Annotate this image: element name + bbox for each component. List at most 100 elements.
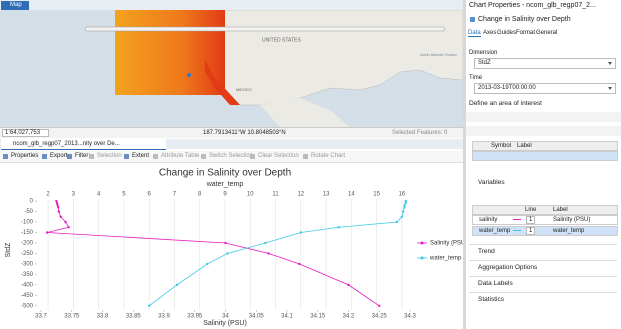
- toolbar-icon: [153, 154, 158, 159]
- variable-field: salinity: [479, 217, 498, 223]
- time-slider[interactable]: [84, 26, 446, 32]
- pane-tab[interactable]: Axes: [483, 30, 497, 36]
- toolbar-icon: [303, 154, 308, 159]
- data-point[interactable]: [404, 199, 407, 203]
- map-scale[interactable]: 1:64,027,753: [2, 129, 50, 137]
- data-point[interactable]: [56, 204, 59, 207]
- toolbar-button[interactable]: Filter:: [75, 153, 90, 159]
- data-point[interactable]: [378, 304, 381, 308]
- x-tick-label: 33.9: [158, 314, 170, 320]
- variables-heading: Variables: [478, 179, 505, 186]
- data-point[interactable]: [55, 199, 58, 203]
- toolbar-button[interactable]: Extent: [132, 153, 150, 159]
- toolbar-button[interactable]: Clear Selection: [258, 153, 299, 159]
- toolbar-button[interactable]: Switch Selection: [209, 153, 254, 159]
- x2-tick-label: 6: [148, 192, 152, 198]
- section-header[interactable]: Data Labels: [478, 280, 513, 287]
- data-point[interactable]: [45, 231, 49, 234]
- toolbar-button[interactable]: Export: [50, 153, 68, 159]
- data-point[interactable]: [401, 210, 405, 213]
- variable-row[interactable]: water_temp 1 water_temp: [472, 226, 618, 236]
- pane-tab[interactable]: Guides: [497, 30, 517, 36]
- y-tick-label: -150: [21, 230, 34, 236]
- data-point[interactable]: [57, 206, 60, 209]
- x2-tick-label: 7: [173, 192, 177, 198]
- column-header: Symbol: [491, 143, 512, 149]
- data-point[interactable]: [67, 226, 70, 229]
- data-point[interactable]: [64, 220, 67, 224]
- x2-tick-label: 5: [122, 192, 126, 198]
- dimension-label: Dimension: [469, 50, 498, 56]
- data-point[interactable]: [147, 304, 151, 308]
- data-point[interactable]: [400, 215, 404, 219]
- x-axis-title: Salinity (PSU): [203, 320, 247, 327]
- legend-label[interactable]: Salinity (PSU): [430, 241, 463, 247]
- data-point[interactable]: [404, 201, 407, 205]
- data-point[interactable]: [226, 252, 229, 255]
- y-tick-label: -300: [21, 262, 34, 268]
- toolbar-button[interactable]: Rotate Chart: [311, 153, 346, 159]
- data-point[interactable]: [264, 241, 267, 245]
- aoi-table-row[interactable]: [472, 151, 618, 161]
- y-tick-label: -350: [21, 272, 34, 278]
- data-point[interactable]: [267, 252, 270, 255]
- toolbar-button[interactable]: Attribute Table: [161, 153, 200, 159]
- dimension-dropdown[interactable]: StdZ: [474, 58, 616, 69]
- x2-tick-label: 14: [348, 192, 355, 198]
- toolbar-icon: [67, 154, 72, 159]
- map-tab-title: Map: [10, 2, 22, 8]
- x-tick-label: 34.2: [343, 314, 355, 320]
- point-of-interest[interactable]: [187, 73, 191, 77]
- section-header[interactable]: Trend: [478, 248, 495, 255]
- data-point[interactable]: [403, 206, 406, 209]
- variable-line-width[interactable]: 1: [526, 216, 536, 224]
- chart-icon: [470, 17, 475, 22]
- data-point[interactable]: [55, 201, 59, 205]
- pane-tab[interactable]: Data: [468, 30, 481, 37]
- pane-tab[interactable]: General: [536, 30, 558, 36]
- time-dropdown[interactable]: 2013-03-19T00:00:00: [474, 83, 616, 94]
- toolbar-button[interactable]: Selection: [97, 153, 122, 159]
- data-point[interactable]: [299, 231, 303, 234]
- dimension-value: StdZ: [478, 60, 491, 66]
- y-tick-label: -450: [21, 293, 34, 299]
- x-tick-label: 33.75: [64, 314, 80, 320]
- data-point[interactable]: [395, 220, 399, 224]
- section-header[interactable]: Aggregation Options: [478, 264, 538, 271]
- data-point[interactable]: [175, 283, 179, 287]
- data-point[interactable]: [298, 262, 301, 266]
- x2-tick-label: 2: [46, 192, 50, 198]
- section-divider: [469, 260, 617, 261]
- x2-tick-label: 4: [97, 192, 101, 198]
- x2-tick-label: 8: [198, 192, 202, 198]
- x2-tick-label: 3: [72, 192, 76, 198]
- pane-subtitle: Change in Salinity over Depth: [478, 16, 571, 23]
- map-tab[interactable]: Map: [1, 1, 29, 10]
- variable-line-width[interactable]: 1: [526, 227, 536, 235]
- variable-row[interactable]: salinity 1 Salinity (PSU): [472, 215, 618, 225]
- y-tick-label: -100: [21, 220, 34, 226]
- splitter[interactable]: [463, 0, 466, 329]
- data-point[interactable]: [347, 283, 350, 287]
- pane-tab[interactable]: Format: [516, 30, 536, 36]
- chart-tab-bar: [0, 139, 463, 149]
- map-label: UNITED STATES: [262, 37, 301, 43]
- data-point[interactable]: [224, 241, 227, 245]
- pane-title: Chart Properties - ncom_glb_regp07_2...: [469, 2, 596, 9]
- data-point[interactable]: [57, 210, 61, 213]
- x2-tick-label: 13: [323, 192, 330, 198]
- data-point[interactable]: [59, 215, 62, 219]
- chart-tab[interactable]: ncom_glb_regp07_2013...nity over De...: [1, 139, 166, 150]
- toolbar-button[interactable]: Properties: [11, 153, 39, 159]
- series-line: [148, 201, 407, 307]
- data-point[interactable]: [206, 262, 209, 266]
- section-header[interactable]: Statistics: [478, 296, 505, 303]
- toolbar-icon: [3, 154, 8, 159]
- data-point[interactable]: [337, 226, 340, 229]
- aoi-toolbar: [466, 112, 621, 122]
- data-point[interactable]: [403, 204, 406, 207]
- legend-label[interactable]: water_temp: [429, 256, 462, 262]
- variable-label: water_temp: [553, 228, 585, 234]
- toolbar-icon: [42, 154, 47, 159]
